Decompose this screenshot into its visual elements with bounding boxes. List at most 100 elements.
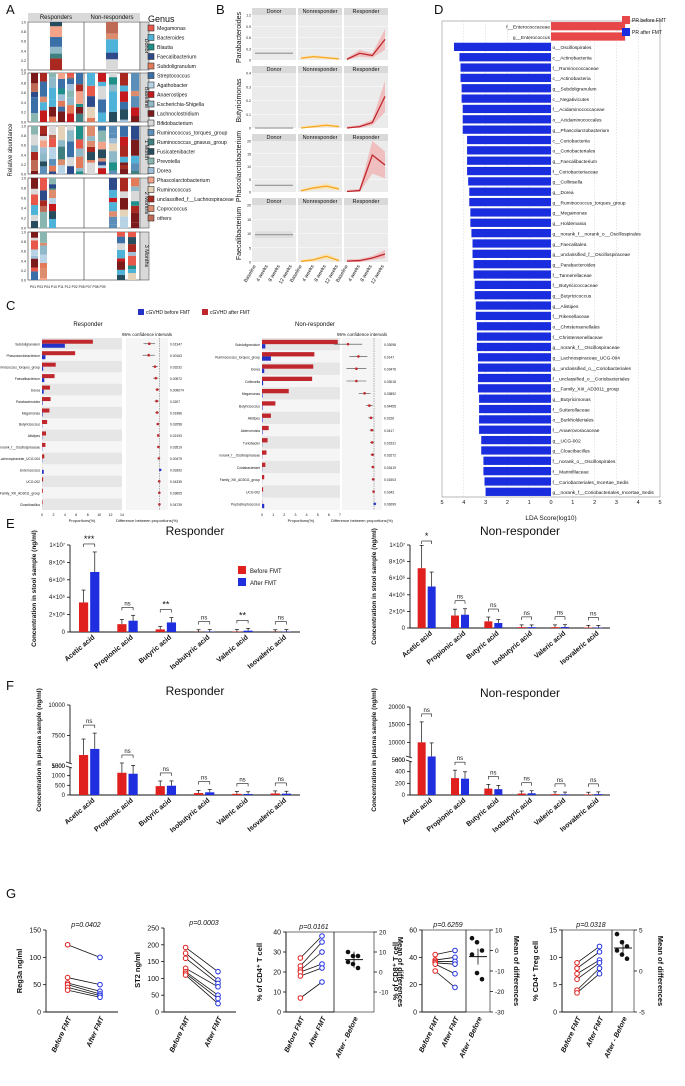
y-tick-label: 1000 bbox=[52, 774, 66, 780]
stacked-segment bbox=[40, 73, 47, 82]
stacked-segment bbox=[131, 107, 139, 116]
stacked-segment bbox=[31, 237, 38, 241]
after-point bbox=[596, 960, 603, 966]
stacked-segment bbox=[49, 138, 56, 148]
stacked-segment bbox=[58, 126, 65, 141]
stacked-segment bbox=[76, 91, 83, 104]
taxon-label: Alistipes bbox=[28, 434, 41, 438]
y-tick-label: 30 bbox=[273, 950, 281, 957]
row-strip-label: 3 Months bbox=[143, 245, 149, 268]
lda-bar bbox=[485, 487, 551, 496]
stacked-segment bbox=[98, 168, 106, 174]
p-value: p=0.0402 bbox=[70, 922, 100, 929]
x-tick-label: 3 bbox=[294, 513, 296, 517]
y-tick-label: 15 bbox=[247, 152, 251, 156]
stacked-segment bbox=[106, 22, 118, 34]
p-value: 0.00479 bbox=[170, 457, 182, 461]
plot-area bbox=[126, 338, 168, 510]
stacked-segment bbox=[31, 249, 38, 256]
lda-bar bbox=[479, 394, 551, 403]
taxon-label: norank_f__Oscillospiraceae bbox=[219, 454, 260, 458]
stacked-segment bbox=[98, 112, 106, 122]
stacked-segment bbox=[40, 102, 47, 111]
stacked-segment bbox=[76, 139, 83, 149]
pair-line bbox=[67, 977, 101, 986]
pair-line bbox=[300, 967, 323, 977]
lda-bar bbox=[476, 342, 551, 352]
stacked-segment bbox=[131, 163, 139, 171]
x-tick-label: 6 bbox=[75, 513, 77, 517]
p-value: 0.01503 bbox=[384, 478, 396, 482]
y-tick-label: 0 bbox=[37, 1010, 41, 1017]
difference-point bbox=[479, 948, 485, 953]
taxon-label: Megamonas bbox=[22, 411, 40, 415]
stacked-segment bbox=[31, 83, 38, 92]
y-tick-label: 50 bbox=[33, 982, 41, 989]
stacked-segment bbox=[131, 212, 139, 223]
taxon-label: Aldercreutzia bbox=[241, 429, 260, 433]
lda-bar bbox=[462, 115, 551, 124]
y-tick-label: 0.4 bbox=[21, 101, 26, 105]
stacked-segment bbox=[58, 111, 65, 122]
legend-swatch bbox=[138, 309, 144, 315]
x-tick-label: 3 bbox=[484, 500, 487, 506]
bar-before bbox=[270, 793, 280, 795]
y-tick-label: 200 bbox=[395, 781, 406, 787]
difference-point bbox=[469, 952, 475, 957]
p-value: 0.00163 bbox=[170, 354, 182, 358]
row-band bbox=[42, 383, 122, 396]
stacked-segment bbox=[120, 216, 128, 228]
pair-line bbox=[300, 951, 323, 971]
y-tick-label: 20 bbox=[409, 982, 417, 989]
bar-after bbox=[494, 789, 503, 795]
x-tick-label: After FMT bbox=[585, 1015, 606, 1049]
x-tick-label: Before FMT bbox=[51, 1015, 74, 1054]
lda-bar bbox=[469, 197, 551, 207]
stacked-segment bbox=[49, 198, 56, 204]
stacked-segment bbox=[67, 97, 74, 106]
y-tick-label: 0.4 bbox=[21, 207, 26, 211]
y-tick-label: 0.2 bbox=[21, 163, 26, 167]
x-tick-label: 1 bbox=[528, 500, 531, 506]
y-tick-label: 0.4 bbox=[21, 259, 26, 263]
taxon-label: g__Holdemania bbox=[553, 221, 587, 227]
taxon-label: Butyricicoccus bbox=[239, 404, 260, 408]
significance-label: ns bbox=[523, 611, 529, 617]
legend-swatch bbox=[147, 119, 155, 127]
lda-bar bbox=[475, 301, 551, 310]
lda-bar bbox=[460, 63, 551, 72]
row-band bbox=[42, 360, 122, 373]
row-band bbox=[262, 460, 340, 474]
trend-line bbox=[346, 253, 386, 262]
diff-point bbox=[357, 355, 360, 358]
p-value: 0.03519 bbox=[170, 446, 182, 450]
stacked-segment bbox=[49, 99, 56, 107]
stacked-segment bbox=[87, 160, 95, 163]
p-value: 0.03892 bbox=[384, 392, 396, 396]
bar-before bbox=[417, 568, 426, 628]
bar-before bbox=[262, 503, 265, 509]
before-point bbox=[182, 972, 189, 978]
p-value: 0.0147 bbox=[384, 355, 394, 359]
y-tick-label: 1.2 bbox=[246, 14, 251, 18]
y-tick-label: 0.6 bbox=[21, 250, 26, 254]
ci-label: 95% confidence intervals bbox=[122, 332, 173, 337]
y-tick-label: 0.3 bbox=[246, 47, 251, 51]
y-tick-label: 1.0 bbox=[21, 72, 26, 76]
bar-before bbox=[42, 343, 65, 348]
bar-after bbox=[166, 785, 177, 795]
bar-before bbox=[42, 366, 44, 371]
stacked-segment bbox=[76, 103, 83, 107]
legend-label: Lachnoclostridium bbox=[157, 112, 199, 118]
after-point bbox=[452, 984, 458, 991]
before-point bbox=[574, 960, 580, 966]
difference-point bbox=[474, 970, 480, 976]
x-tick-label: Isobutyric acid bbox=[169, 634, 211, 671]
legend-label: Anaerostipes bbox=[157, 93, 188, 99]
x-tick-label: 2 bbox=[283, 513, 285, 517]
y-tick-label: 2×10⁶ bbox=[389, 608, 406, 615]
stacked-segment bbox=[117, 269, 125, 275]
y-tick-label: 10000 bbox=[388, 740, 405, 746]
stacked-segment bbox=[67, 78, 74, 85]
